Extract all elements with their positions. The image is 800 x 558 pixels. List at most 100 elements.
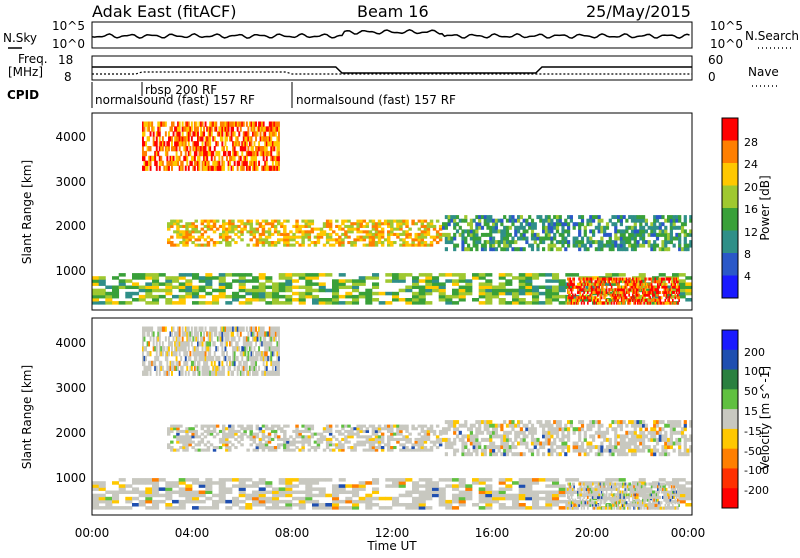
velocity-cell — [495, 434, 498, 438]
power-cell — [205, 146, 207, 151]
power-cell — [173, 230, 176, 233]
power-cell — [605, 273, 612, 277]
velocity-cell — [365, 494, 372, 498]
power-cell — [265, 230, 268, 233]
power-cell — [222, 228, 225, 231]
velocity-cell — [152, 478, 159, 482]
velocity-cell — [525, 484, 532, 488]
velocity-cell — [222, 441, 225, 444]
velocity-cell — [170, 430, 173, 433]
power-cell — [666, 294, 668, 297]
velocity-cell — [112, 497, 119, 501]
velocity-cell — [506, 438, 509, 442]
power-cell — [556, 247, 559, 251]
velocity-cell — [112, 491, 119, 495]
power-cell — [581, 222, 584, 226]
velocity-cell — [99, 481, 106, 485]
power-cell — [258, 161, 260, 166]
velocity-cell — [347, 446, 350, 449]
power-cell — [597, 302, 599, 305]
power-cell — [238, 161, 240, 166]
power-cell — [678, 240, 681, 244]
velocity-cell — [405, 430, 408, 433]
velocity-cell — [514, 452, 517, 456]
power-cell — [523, 233, 526, 237]
power-cell — [636, 233, 639, 237]
power-cell — [631, 237, 634, 241]
velocity-cell — [405, 494, 412, 498]
velocity-cell — [195, 425, 198, 428]
power-cell — [222, 238, 225, 241]
power-cell — [667, 233, 670, 237]
power-cell — [372, 286, 379, 290]
power-cell — [503, 244, 506, 248]
velocity-cell — [636, 424, 639, 428]
power-cell — [425, 289, 432, 293]
power-cell — [432, 279, 439, 283]
power-tick-20: 20 — [744, 181, 758, 194]
velocity-cell — [145, 346, 147, 351]
power-cell — [685, 286, 692, 290]
power-panel: Slant Range [km] 1000 2000 3000 4000 — [20, 113, 692, 310]
power-cell — [684, 222, 687, 226]
power-cell — [411, 241, 414, 244]
power-cell — [545, 292, 552, 296]
velocity-cell — [525, 494, 532, 498]
power-cell — [225, 228, 228, 231]
power-cell — [556, 219, 559, 223]
power-cell — [192, 292, 199, 296]
power-cell — [645, 240, 648, 244]
velocity-cell — [209, 351, 211, 356]
power-cell — [545, 219, 548, 223]
velocity-cell — [470, 431, 473, 435]
power-cell — [139, 298, 146, 302]
velocity-cell — [532, 491, 539, 495]
velocity-cell — [252, 500, 259, 504]
velocity-cell — [285, 484, 292, 488]
velocity-cell — [405, 441, 408, 444]
power-cell — [606, 233, 609, 237]
velocity-cell — [606, 449, 609, 453]
power-cell — [642, 240, 645, 244]
power-cell — [247, 146, 249, 151]
power-cell — [660, 299, 662, 302]
velocity-cell — [448, 427, 451, 431]
velocity-cell — [237, 441, 240, 444]
power-cell — [185, 222, 188, 225]
velocity-cell — [567, 431, 570, 435]
velocity-cell — [433, 441, 436, 444]
velocity-cell — [278, 366, 280, 371]
velocity-cell — [219, 487, 226, 491]
velocity-cell — [475, 452, 478, 456]
velocity-cell — [528, 420, 531, 424]
velocity-cell — [581, 420, 584, 424]
velocity-cell — [185, 478, 192, 482]
velocity-cell — [385, 506, 392, 510]
power-cell — [673, 244, 676, 248]
power-cell — [545, 229, 548, 233]
velocity-cell — [531, 438, 534, 442]
velocity-cell — [359, 481, 366, 485]
power-cell — [171, 126, 173, 131]
velocity-cell — [289, 449, 292, 452]
velocity-cell — [489, 424, 492, 428]
velocity-cell — [498, 449, 501, 453]
velocity-cell — [159, 331, 161, 336]
velocity-cell — [520, 452, 523, 456]
velocity-cell — [168, 351, 170, 356]
power-cell — [240, 230, 243, 233]
power-cell — [459, 276, 466, 280]
power-cell — [525, 289, 532, 293]
velocity-cell — [148, 341, 150, 346]
power-cell — [209, 136, 211, 141]
velocity-cell — [548, 438, 551, 442]
power-cell — [636, 219, 639, 223]
power-cell — [667, 288, 669, 291]
velocity-cell — [207, 441, 210, 444]
velocity-cell — [139, 503, 146, 507]
power-cell — [439, 286, 446, 290]
power-cell — [664, 233, 667, 237]
velocity-cell — [329, 438, 332, 441]
velocity-cell — [246, 435, 249, 438]
power-cell — [642, 233, 645, 237]
